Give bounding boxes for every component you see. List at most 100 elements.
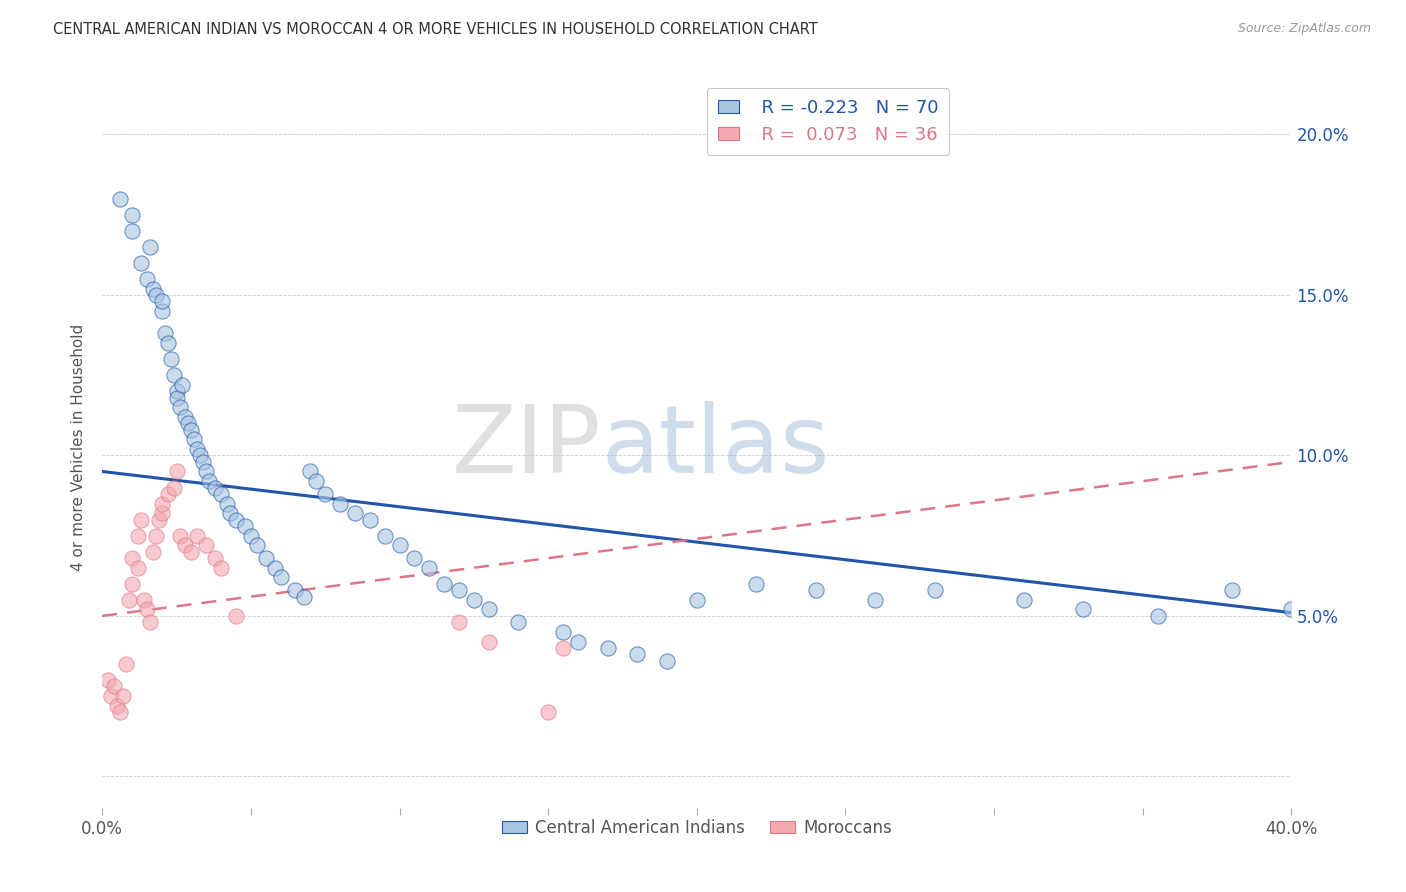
Point — [148, 513, 170, 527]
Point — [156, 487, 179, 501]
Point — [537, 705, 560, 719]
Point — [209, 560, 232, 574]
Point — [551, 624, 574, 639]
Point — [108, 705, 131, 719]
Point — [299, 465, 322, 479]
Point — [478, 634, 501, 648]
Point — [1281, 602, 1303, 616]
Point — [1073, 602, 1095, 616]
Point — [447, 583, 470, 598]
Point — [142, 545, 165, 559]
Point — [172, 377, 194, 392]
Point — [418, 560, 440, 574]
Point — [135, 272, 157, 286]
Point — [463, 592, 485, 607]
Point — [246, 538, 269, 552]
Point — [105, 698, 128, 713]
Point — [118, 592, 141, 607]
Point — [217, 497, 239, 511]
Point — [108, 192, 131, 206]
Point — [804, 583, 827, 598]
Point — [1220, 583, 1243, 598]
Legend: Central American Indians, Moroccans: Central American Indians, Moroccans — [495, 812, 898, 844]
Text: Source: ZipAtlas.com: Source: ZipAtlas.com — [1237, 22, 1371, 36]
Point — [121, 551, 143, 566]
Point — [655, 654, 678, 668]
Point — [166, 384, 188, 399]
Point — [150, 506, 173, 520]
Point — [433, 576, 456, 591]
Point — [162, 481, 184, 495]
Point — [115, 657, 138, 671]
Point — [142, 281, 165, 295]
Point — [1012, 592, 1035, 607]
Point — [626, 648, 648, 662]
Point — [863, 592, 886, 607]
Point — [166, 465, 188, 479]
Point — [103, 680, 125, 694]
Point — [686, 592, 709, 607]
Point — [169, 401, 191, 415]
Point — [284, 583, 307, 598]
Point — [145, 529, 167, 543]
Point — [145, 288, 167, 302]
Point — [219, 506, 242, 520]
Point — [169, 529, 191, 543]
Point — [111, 689, 134, 703]
Point — [478, 602, 501, 616]
Point — [195, 538, 218, 552]
Point — [343, 506, 366, 520]
Point — [127, 529, 149, 543]
Point — [195, 465, 218, 479]
Point — [159, 352, 181, 367]
Point — [129, 513, 152, 527]
Point — [329, 497, 352, 511]
Point — [139, 615, 162, 630]
Point — [225, 513, 247, 527]
Point — [162, 368, 184, 383]
Point — [551, 640, 574, 655]
Point — [314, 487, 336, 501]
Point — [596, 640, 619, 655]
Point — [254, 551, 277, 566]
Point — [508, 615, 530, 630]
Point — [567, 634, 589, 648]
Point — [129, 256, 152, 270]
Point — [97, 673, 120, 687]
Point — [233, 519, 256, 533]
Point — [150, 304, 173, 318]
Point — [359, 513, 381, 527]
Point — [180, 545, 202, 559]
Point — [121, 576, 143, 591]
Point — [374, 529, 396, 543]
Point — [388, 538, 411, 552]
Point — [745, 576, 768, 591]
Point — [186, 529, 208, 543]
Point — [139, 240, 162, 254]
Point — [127, 560, 149, 574]
Point — [292, 590, 315, 604]
Point — [121, 208, 143, 222]
Point — [204, 481, 226, 495]
Point — [100, 689, 122, 703]
Point — [239, 529, 262, 543]
Point — [174, 538, 197, 552]
Point — [209, 487, 232, 501]
Point — [263, 560, 285, 574]
Point — [174, 409, 197, 424]
Text: atlas: atlas — [602, 401, 830, 493]
Point — [150, 497, 173, 511]
Text: CENTRAL AMERICAN INDIAN VS MOROCCAN 4 OR MORE VEHICLES IN HOUSEHOLD CORRELATION : CENTRAL AMERICAN INDIAN VS MOROCCAN 4 OR… — [53, 22, 818, 37]
Point — [150, 294, 173, 309]
Point — [924, 583, 946, 598]
Point — [183, 433, 205, 447]
Point — [404, 551, 426, 566]
Point — [121, 224, 143, 238]
Point — [153, 326, 176, 341]
Point — [177, 417, 200, 431]
Point — [188, 449, 211, 463]
Point — [305, 474, 328, 488]
Point — [447, 615, 470, 630]
Point — [198, 474, 221, 488]
Point — [166, 391, 188, 405]
